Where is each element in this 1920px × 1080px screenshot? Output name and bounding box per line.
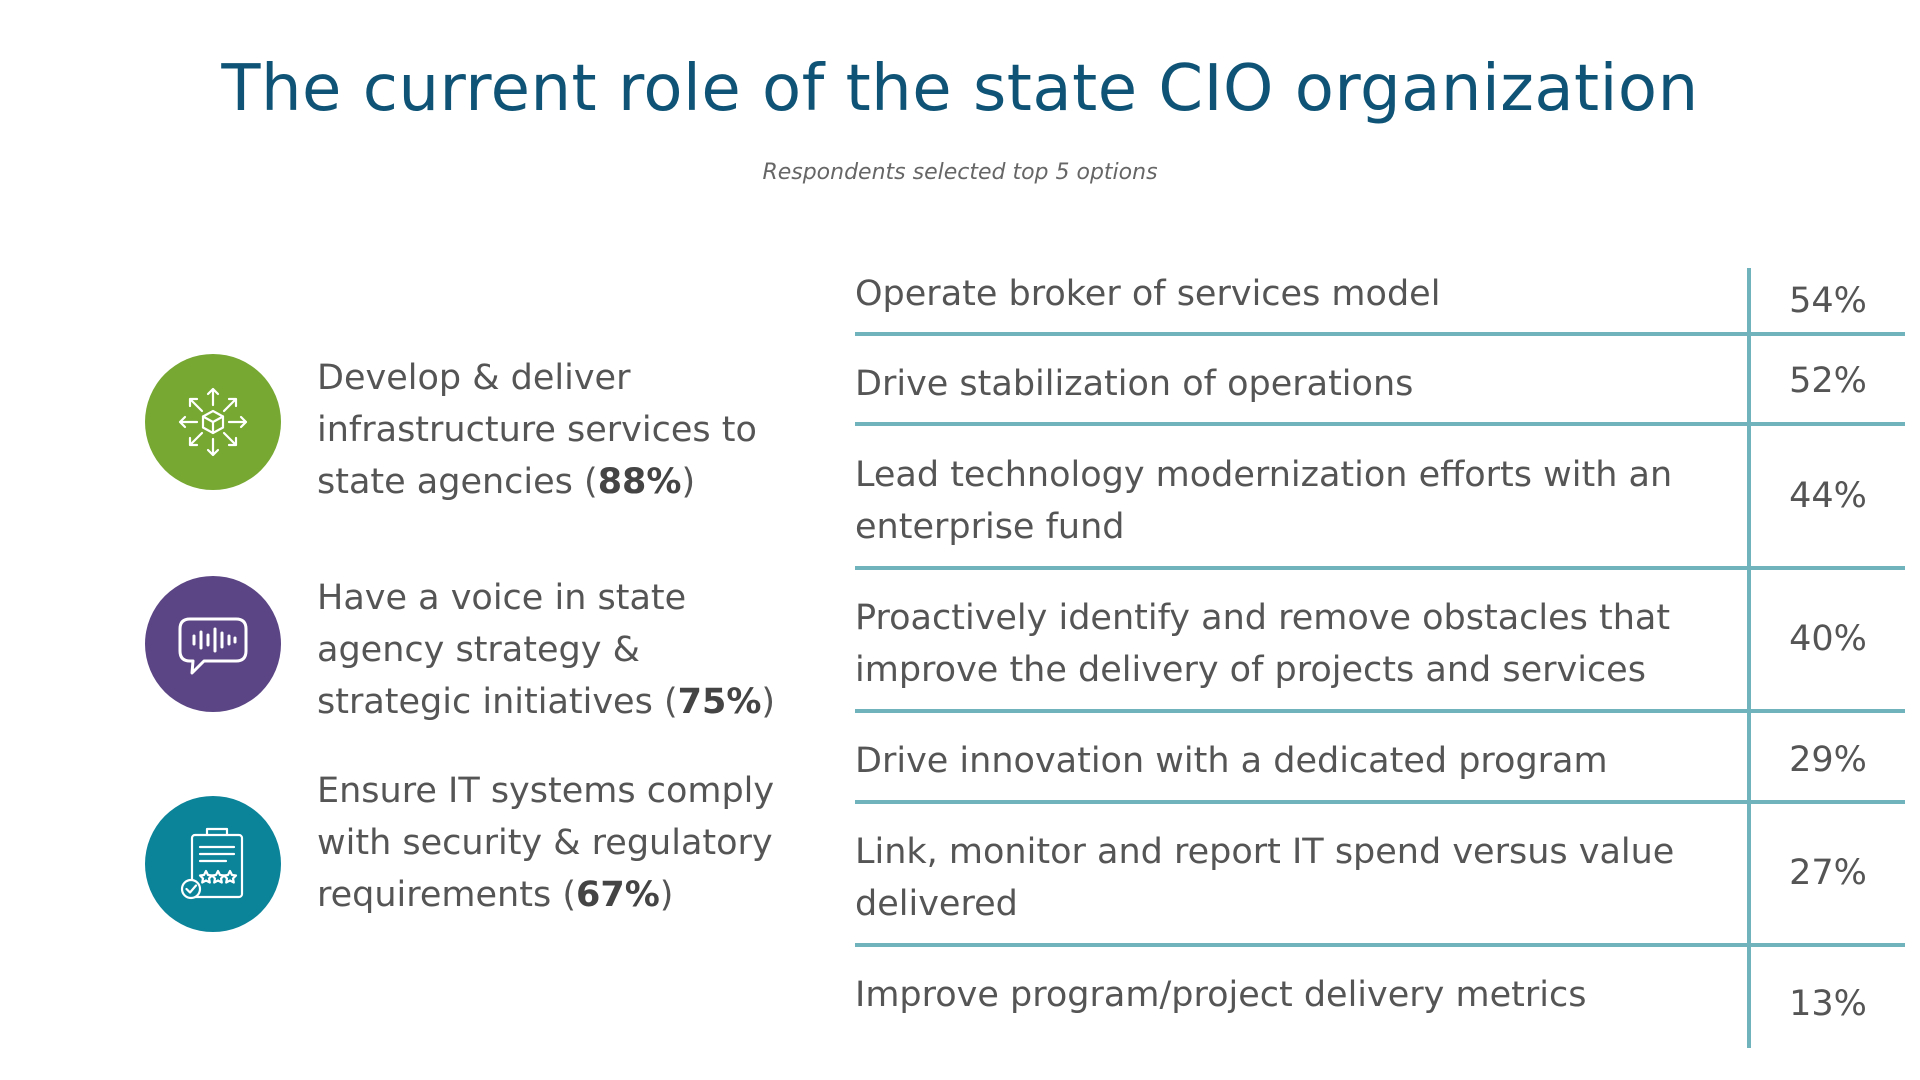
row-value: 54% bbox=[1789, 281, 1867, 321]
row-separator bbox=[855, 943, 1905, 947]
row-value: 29% bbox=[1789, 740, 1867, 780]
page-subtitle: Respondents selected top 5 options bbox=[762, 160, 1158, 185]
row-separator bbox=[855, 800, 1905, 804]
roles-table: Operate broker of services model 54% Dri… bbox=[855, 268, 1905, 1048]
table-column-divider bbox=[1747, 268, 1751, 1048]
row-value: 52% bbox=[1789, 361, 1867, 401]
table-row: Drive innovation with a dedicated progra… bbox=[855, 735, 1905, 799]
row-value: 13% bbox=[1789, 984, 1867, 1024]
voice-chat-icon bbox=[145, 576, 281, 712]
distribution-cube-icon bbox=[145, 354, 281, 490]
highlight-text: Have a voice in state agency strategy & … bbox=[317, 578, 776, 722]
row-label: Drive innovation with a dedicated progra… bbox=[855, 741, 1608, 781]
row-label: Operate broker of services model bbox=[855, 274, 1441, 314]
row-separator bbox=[855, 332, 1905, 336]
table-row: Drive stabilization of operations 52% bbox=[855, 358, 1905, 422]
table-row: Link, monitor and report IT spend versus… bbox=[855, 826, 1905, 944]
page-title: The current role of the state CIO organi… bbox=[221, 52, 1699, 126]
row-label: Proactively identify and remove obstacle… bbox=[855, 598, 1671, 690]
table-row: Improve program/project delivery metrics… bbox=[855, 969, 1905, 1045]
row-label: Link, monitor and report IT spend versus… bbox=[855, 832, 1675, 924]
highlight-text: Ensure IT systems comply with security &… bbox=[317, 771, 775, 915]
row-label: Improve program/project delivery metrics bbox=[855, 975, 1587, 1015]
highlight-item-infrastructure: Develop & deliver infrastructure service… bbox=[145, 352, 785, 532]
row-value: 44% bbox=[1789, 476, 1867, 516]
table-row: Operate broker of services model 54% bbox=[855, 268, 1905, 332]
row-separator bbox=[855, 709, 1905, 713]
row-value: 40% bbox=[1789, 619, 1867, 659]
table-row: Proactively identify and remove obstacle… bbox=[855, 592, 1905, 710]
row-label: Lead technology modernization efforts wi… bbox=[855, 455, 1673, 547]
table-row: Lead technology modernization efforts wi… bbox=[855, 449, 1905, 567]
highlight-item-compliance: Ensure IT systems comply with security &… bbox=[145, 765, 785, 945]
compliance-clipboard-icon bbox=[145, 796, 281, 932]
row-separator bbox=[855, 422, 1905, 426]
highlight-text: Develop & deliver infrastructure service… bbox=[317, 358, 757, 502]
highlight-item-strategy: Have a voice in state agency strategy & … bbox=[145, 574, 785, 754]
row-value: 27% bbox=[1789, 853, 1867, 893]
row-label: Drive stabilization of operations bbox=[855, 364, 1414, 404]
row-separator bbox=[855, 566, 1905, 570]
